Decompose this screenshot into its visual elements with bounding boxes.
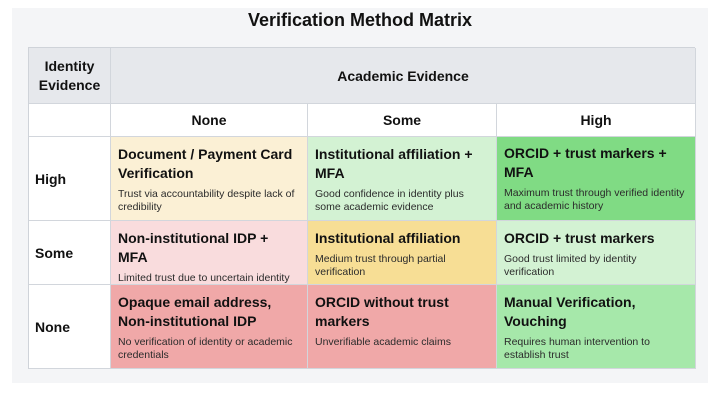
cell-description: Unverifiable academic claims xyxy=(315,336,451,348)
cell-title: Document / Payment Card Verification xyxy=(118,146,293,181)
matrix-cell: Non-institutional IDP + MFA Limited trus… xyxy=(111,221,308,285)
cell-title: ORCID + trust markers + MFA xyxy=(504,145,667,180)
cell-description: Requires human intervention to establish… xyxy=(504,336,650,361)
cell-description: Trust via accountability despite lack of… xyxy=(118,188,295,213)
matrix-cell: Institutional affiliation Medium trust t… xyxy=(308,221,497,285)
row-header-none: None xyxy=(29,285,111,369)
cell-title: ORCID + trust markers xyxy=(504,230,655,246)
cell-title: Manual Verification, Vouching xyxy=(504,294,636,329)
cell-description: Limited trust due to uncertain identity xyxy=(118,272,290,284)
cell-description: Good confidence in identity plus some ac… xyxy=(315,188,464,213)
header-blank-cell xyxy=(29,104,111,137)
column-header-some: Some xyxy=(308,104,497,137)
cell-title: Non-institutional IDP + MFA xyxy=(118,230,269,265)
cell-description: Good trust limited by identity verificat… xyxy=(504,253,637,278)
cell-title: ORCID without trust markers xyxy=(315,294,449,329)
verification-matrix-table: Identity Evidence Academic Evidence None… xyxy=(28,47,696,369)
matrix-cell: Opaque email address, Non-institutional … xyxy=(111,285,308,369)
matrix-cell: Manual Verification, Vouching Requires h… xyxy=(497,285,696,369)
column-header-none: None xyxy=(111,104,308,137)
cell-description: No verification of identity or academic … xyxy=(118,336,293,361)
matrix-cell: Institutional affiliation + MFA Good con… xyxy=(308,137,497,221)
cell-description: Maximum trust through verified identity … xyxy=(504,187,685,212)
cell-title: Institutional affiliation + MFA xyxy=(315,146,473,181)
page-title: Verification Method Matrix xyxy=(247,10,473,30)
academic-evidence-header: Academic Evidence xyxy=(111,48,696,104)
identity-evidence-header: Identity Evidence xyxy=(29,48,111,104)
cell-description: Medium trust through partial verificatio… xyxy=(315,253,446,278)
cell-title: Opaque email address, Non-institutional … xyxy=(118,294,272,329)
column-header-high: High xyxy=(497,104,696,137)
matrix-cell: ORCID without trust markers Unverifiable… xyxy=(308,285,497,369)
matrix-cell: ORCID + trust markers + MFA Maximum trus… xyxy=(497,137,696,221)
row-header-high: High xyxy=(29,137,111,221)
cell-title: Institutional affiliation xyxy=(315,230,461,246)
row-header-some: Some xyxy=(29,221,111,285)
matrix-cell: ORCID + trust markers Good trust limited… xyxy=(497,221,696,285)
matrix-cell: Document / Payment Card Verification Tru… xyxy=(111,137,308,221)
